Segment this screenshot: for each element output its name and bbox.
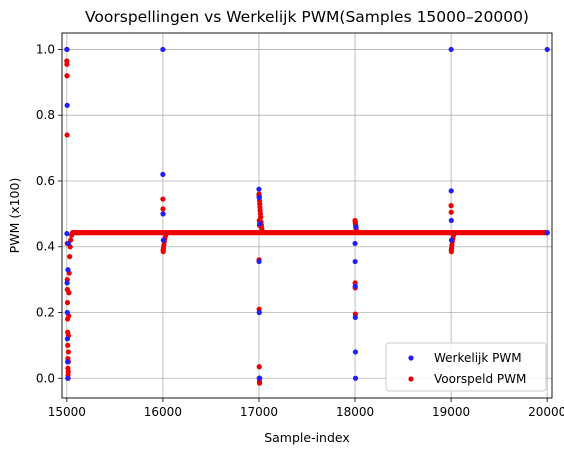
data-point-werkelijk-pwm [352,283,358,289]
x-tick-label: 18000 [336,405,374,419]
data-point-werkelijk-pwm [64,46,70,53]
data-point-voorspeld-pwm [65,349,72,355]
data-point-werkelijk-pwm [64,336,70,342]
data-point-werkelijk-pwm [448,46,454,53]
y-tick-label: 0.0 [36,371,55,385]
y-tick-label: 1.0 [36,42,55,56]
data-point-voorspeld-pwm [70,230,77,236]
data-point-werkelijk-pwm [544,46,550,53]
data-point-werkelijk-pwm [160,171,166,177]
data-point-voorspeld-pwm [163,232,169,238]
data-point-voorspeld-pwm [64,300,71,306]
data-point-werkelijk-pwm [64,102,70,108]
series-voorspeld-pwm [64,58,550,386]
y-tick-label: 0.2 [36,306,55,320]
data-point-werkelijk-pwm [160,211,166,217]
x-tick-label: 16000 [144,405,182,419]
data-point-werkelijk-pwm [256,375,262,381]
data-point-werkelijk-pwm [257,221,263,227]
data-point-werkelijk-pwm [65,267,71,273]
data-point-werkelijk-pwm [448,217,454,224]
data-point-voorspeld-pwm [448,209,454,215]
data-point-werkelijk-pwm [64,280,70,286]
data-point-werkelijk-pwm [256,186,262,192]
x-tick-label: 20000 [528,405,564,419]
data-point-voorspeld-pwm [64,132,70,138]
data-point-werkelijk-pwm [65,375,71,381]
data-point-werkelijk-pwm [352,240,358,247]
data-point-voorspeld-pwm [160,206,166,212]
legend-marker-werkelijk-pwm [408,355,414,361]
data-point-voorspeld-pwm [448,203,454,209]
x-tick-label: 19000 [432,405,470,419]
y-axis-label: PWM (x100) [7,178,22,254]
grid [62,33,552,398]
legend-marker-voorspeld-pwm [408,376,414,382]
data-point-voorspeld-pwm [66,290,72,296]
data-point-voorspeld-pwm [260,229,266,235]
y-tick-label: 0.4 [36,240,55,254]
x-tick-label: 17000 [240,405,278,419]
data-point-werkelijk-pwm [448,188,454,194]
data-point-voorspeld-pwm [256,364,262,370]
data-point-werkelijk-pwm [64,230,70,237]
data-point-voorspeld-pwm [64,73,70,79]
data-point-werkelijk-pwm [64,359,71,365]
y-tick-label: 0.6 [36,174,55,188]
data-point-voorspeld-pwm [160,196,166,202]
data-point-werkelijk-pwm [256,258,262,265]
x-axis-label: Sample-index [264,430,350,445]
data-point-voorspeld-pwm [65,342,71,348]
data-point-werkelijk-pwm [160,237,166,243]
data-point-werkelijk-pwm [352,375,359,381]
data-point-werkelijk-pwm [352,349,359,355]
plot-frame [61,32,553,399]
data-point-voorspeld-pwm [67,254,73,260]
legend: Werkelijk PWM Voorspeld PWM [385,342,547,392]
x-axis-ticks: 15000 16000 17000 18000 19000 20000 [48,398,564,419]
x-tick-label: 15000 [48,405,86,419]
data-point-werkelijk-pwm [64,309,70,316]
chart-title: Voorspellingen vs Werkelijk PWM(Samples … [85,8,529,26]
legend-label-voorspeld-pwm: Voorspeld PWM [434,372,526,386]
data-point-voorspeld-pwm [64,61,70,67]
series-werkelijk-pwm [64,46,550,381]
y-tick-label: 0.8 [36,108,55,122]
data-point-werkelijk-pwm [544,230,550,236]
data-point-werkelijk-pwm [352,258,358,265]
data-point-werkelijk-pwm [256,194,262,201]
data-point-werkelijk-pwm [65,240,71,247]
legend-box [385,342,547,392]
data-point-werkelijk-pwm [352,314,358,321]
data-point-voorspeld-pwm [65,369,71,375]
data-point-werkelijk-pwm [353,224,359,230]
legend-label-werkelijk-pwm: Werkelijk PWM [434,351,522,365]
data-point-voorspeld-pwm [354,229,360,235]
data-point-werkelijk-pwm [256,309,262,316]
data-point-werkelijk-pwm [448,237,455,243]
data-point-voorspeld-pwm [256,380,263,386]
plot-area [64,46,550,386]
data-point-werkelijk-pwm [160,46,166,53]
data-point-voorspeld-pwm [451,230,458,237]
y-axis-ticks: 0.0 0.2 0.4 0.6 0.8 1.0 [36,42,62,385]
